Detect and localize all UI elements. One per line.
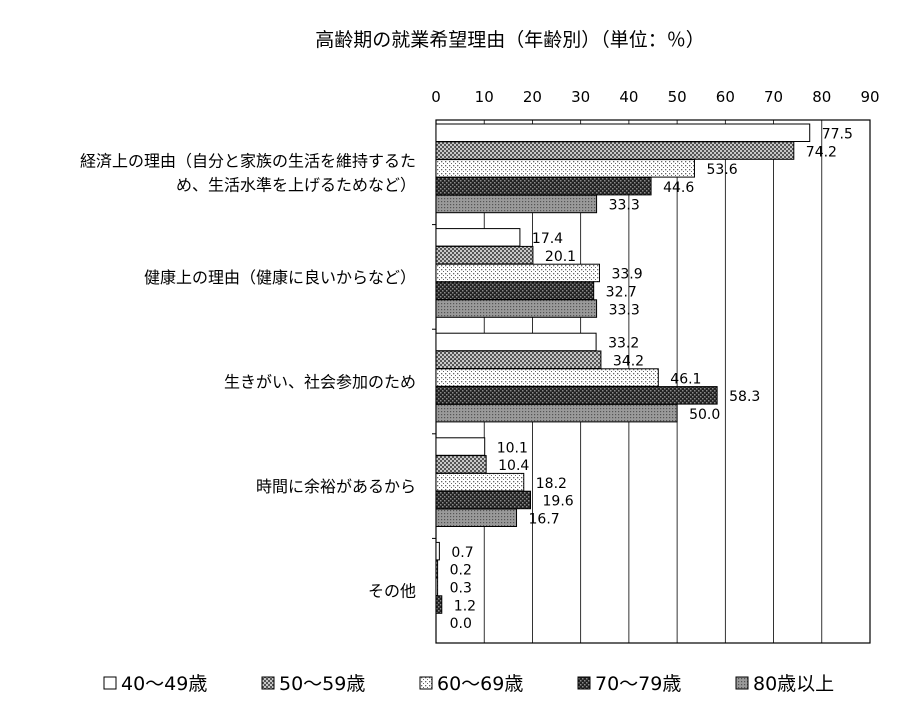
data-label: 18.2 bbox=[536, 476, 567, 492]
chart-title: 高齢期の就業希望理由（年齢別）（単位：％） bbox=[315, 29, 705, 51]
data-label: 32.7 bbox=[606, 285, 637, 301]
data-label: 1.2 bbox=[454, 598, 476, 614]
data-label: 0.3 bbox=[450, 581, 472, 597]
legend-label: 40～49歳 bbox=[121, 673, 207, 695]
bar bbox=[435, 245, 534, 265]
data-label: 33.9 bbox=[611, 267, 642, 283]
category-label: その他 bbox=[368, 582, 416, 601]
data-label: 33.3 bbox=[609, 302, 640, 318]
x-tick-label: 80 bbox=[812, 88, 831, 106]
category-label: め、生活水準を上げるためなど） bbox=[176, 175, 416, 194]
category-label: 時間に余裕があるから bbox=[256, 477, 416, 496]
x-tick-label: 10 bbox=[475, 88, 494, 106]
data-label: 77.5 bbox=[822, 127, 853, 143]
data-label: 33.2 bbox=[608, 336, 639, 352]
bar bbox=[435, 595, 443, 614]
x-tick-label: 50 bbox=[668, 88, 687, 106]
bar bbox=[435, 559, 439, 579]
legend-swatch bbox=[577, 676, 591, 690]
x-tick-label: 0 bbox=[431, 88, 441, 106]
bar bbox=[435, 194, 598, 214]
bar bbox=[435, 350, 602, 369]
bar bbox=[435, 281, 595, 300]
legend-label: 70～79歳 bbox=[595, 673, 681, 695]
bar bbox=[435, 263, 600, 283]
bar bbox=[435, 141, 795, 160]
legend: 40～49歳 50～59歳 60～69歳 70～79歳 80歳以上 bbox=[103, 673, 834, 695]
bar bbox=[435, 541, 440, 561]
category-label: 経済上の理由（自分と家族の生活を維持するた bbox=[80, 151, 416, 170]
bar bbox=[435, 123, 811, 142]
bar bbox=[435, 228, 521, 247]
legend-swatch bbox=[103, 676, 117, 690]
category-label: 生きがい、社会参加のため bbox=[224, 373, 416, 392]
data-label: 16.7 bbox=[529, 512, 560, 528]
bar bbox=[435, 159, 695, 178]
legend-swatch bbox=[735, 676, 749, 690]
data-label: 58.3 bbox=[729, 389, 760, 405]
data-label: 44.6 bbox=[663, 180, 694, 196]
data-label: 0.2 bbox=[450, 563, 472, 579]
x-tick-label: 40 bbox=[619, 88, 638, 106]
x-tick-label: 60 bbox=[716, 88, 735, 106]
data-label: 0.0 bbox=[450, 616, 472, 632]
bar bbox=[435, 386, 718, 405]
data-label: 33.3 bbox=[609, 198, 640, 214]
bar bbox=[435, 508, 518, 527]
legend-label: 50～59歳 bbox=[279, 673, 365, 695]
bar bbox=[435, 490, 532, 510]
data-label: 20.1 bbox=[545, 249, 576, 265]
data-label: 0.7 bbox=[451, 545, 473, 561]
bar bbox=[435, 437, 486, 456]
data-label: 50.0 bbox=[689, 407, 720, 423]
legend-swatch bbox=[419, 676, 433, 690]
legend-swatch bbox=[261, 676, 275, 690]
x-tick-label: 70 bbox=[764, 88, 783, 106]
data-label: 46.1 bbox=[670, 371, 701, 387]
bar bbox=[435, 577, 439, 596]
data-label: 10.4 bbox=[498, 458, 529, 474]
legend-label: 80歳以上 bbox=[753, 673, 834, 695]
data-label: 10.1 bbox=[497, 440, 528, 456]
data-label: 34.2 bbox=[613, 354, 644, 370]
bar bbox=[435, 332, 597, 352]
data-label: 19.6 bbox=[543, 494, 574, 510]
data-label: 17.4 bbox=[532, 231, 563, 247]
bar bbox=[435, 455, 487, 474]
legend-label: 60～69歳 bbox=[437, 673, 523, 695]
bar bbox=[435, 472, 525, 492]
data-labels: 77.574.253.644.633.317.420.133.932.733.3… bbox=[450, 127, 853, 633]
data-label: 74.2 bbox=[806, 144, 837, 160]
category-label: 健康上の理由（健康に良いからなど） bbox=[144, 268, 416, 287]
x-tick-label: 30 bbox=[571, 88, 590, 106]
bars bbox=[435, 123, 811, 614]
data-label: 53.6 bbox=[706, 162, 737, 178]
x-tick-labels: 0 10 20 30 40 50 60 70 80 90 bbox=[431, 88, 879, 106]
x-tick-label: 20 bbox=[523, 88, 542, 106]
bar bbox=[435, 299, 598, 318]
bar bbox=[435, 403, 678, 423]
x-tick-label: 90 bbox=[860, 88, 879, 106]
bar bbox=[435, 176, 652, 196]
gridlines bbox=[432, 119, 871, 644]
bar bbox=[435, 368, 659, 387]
